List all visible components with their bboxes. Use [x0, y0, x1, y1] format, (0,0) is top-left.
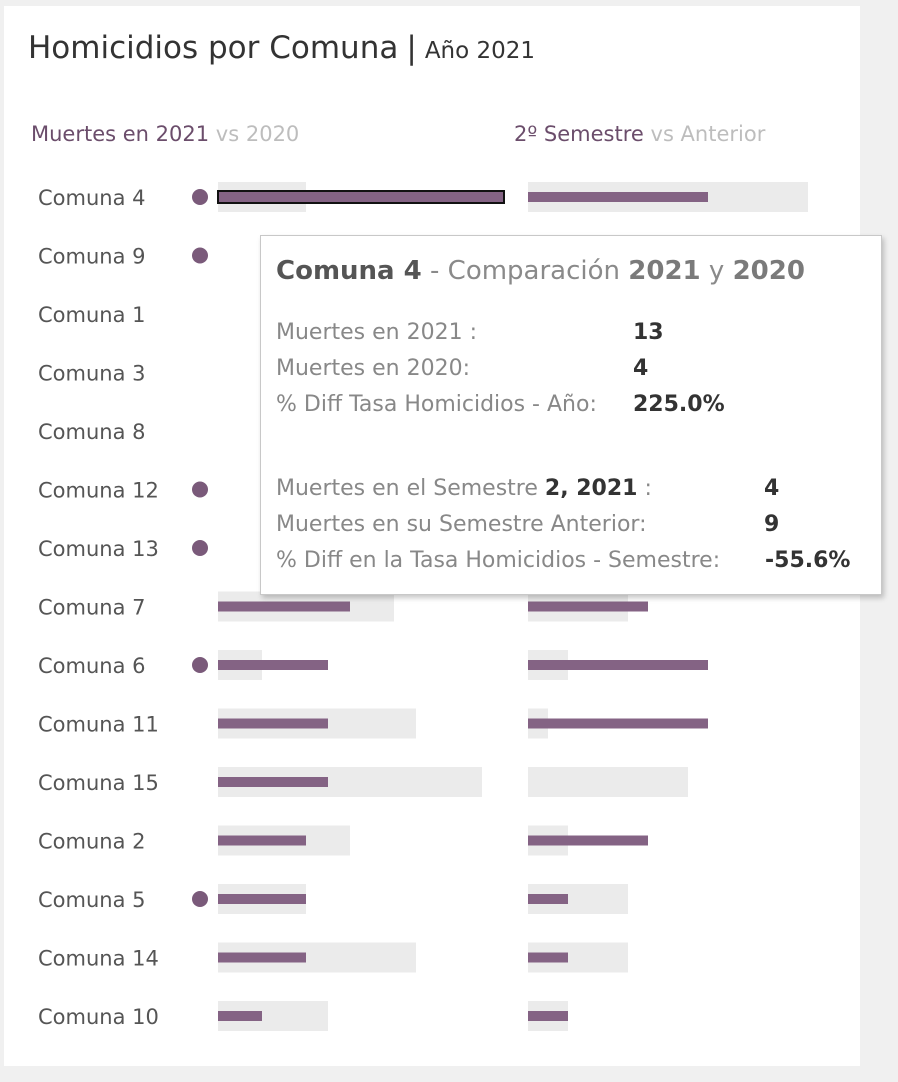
- bar-2021-comuna-7: [218, 601, 350, 612]
- tooltip-semester-c: :: [637, 476, 652, 501]
- title-year: Año 2021: [424, 38, 536, 64]
- tooltip-semester-a: Muertes en el Semestre: [276, 476, 545, 501]
- tooltip-year-current: 2021: [628, 256, 701, 286]
- tooltip-label-deaths-2020: Muertes en 2020:: [276, 356, 470, 381]
- row-label-comuna-12: Comuna 12: [38, 479, 159, 503]
- row-label-comuna-15: Comuna 15: [38, 771, 159, 795]
- bar-semestre-comuna-6: [528, 660, 708, 670]
- right-header-previous: vs Anterior: [650, 122, 766, 146]
- bar-2021-comuna-15: [218, 777, 328, 787]
- tooltip-semester-b: 2, 2021: [544, 476, 638, 501]
- highlight-dot-comuna-5: [192, 891, 208, 907]
- highlight-dot-comuna-6: [192, 657, 208, 673]
- tooltip-value-diff-semester: -55.6%: [765, 548, 851, 573]
- tooltip-title: Comuna 4 - Comparación 2021 y 2020: [276, 256, 805, 286]
- bar-semestre-comuna-5: [528, 894, 568, 904]
- tooltip-label-diff-semester: % Diff en la Tasa Homicidios - Semestre:: [276, 548, 721, 573]
- tooltip-value-deaths-2020: 4: [633, 356, 649, 381]
- tooltip-comuna: Comuna 4: [276, 256, 422, 286]
- row-label-comuna-13: Comuna 13: [38, 537, 159, 561]
- row-label-comuna-7: Comuna 7: [38, 596, 146, 620]
- row-label-comuna-14: Comuna 14: [38, 947, 159, 971]
- row-label-comuna-5: Comuna 5: [38, 888, 146, 912]
- bar-2021-comuna-2: [218, 835, 306, 846]
- tooltip-value-semester: 4: [764, 476, 780, 501]
- row-label-comuna-11: Comuna 11: [38, 713, 159, 737]
- left-header-current: Muertes en 2021: [31, 122, 210, 146]
- bar-2021-comuna-14: [218, 952, 306, 963]
- highlight-dot-comuna-13: [192, 540, 208, 556]
- tooltip-title-and: y: [700, 256, 733, 286]
- tooltip-value-deaths-2021: 13: [633, 320, 664, 345]
- tooltip-label-diff-year: % Diff Tasa Homicidios - Año:: [276, 392, 597, 417]
- bar-semestre-comuna-10: [528, 1011, 568, 1021]
- highlight-dot-comuna-12: [192, 481, 208, 498]
- title-separator: |: [406, 30, 417, 66]
- tooltip-value-prev-semester: 9: [764, 512, 780, 537]
- row-label-comuna-6: Comuna 6: [38, 654, 146, 678]
- bar-semestre-comuna-4: [528, 192, 708, 202]
- row-label-comuna-1: Comuna 1: [38, 303, 146, 327]
- ref-bar-anterior-comuna-15: [528, 767, 688, 797]
- highlight-dot-comuna-4: [192, 189, 208, 205]
- title-text: Homicidios por Comuna: [28, 30, 399, 66]
- row-label-comuna-4: Comuna 4: [38, 186, 146, 210]
- left-header-previous: vs 2020: [215, 122, 300, 146]
- page-title: Homicidios por Comuna | Año 2021: [28, 30, 535, 66]
- row-label-comuna-3: Comuna 3: [38, 362, 146, 386]
- row-label-comuna-9: Comuna 9: [38, 245, 146, 269]
- tooltip: Comuna 4 - Comparación 2021 y 2020 Muert…: [260, 235, 882, 595]
- bar-semestre-comuna-11: [528, 718, 708, 729]
- row-label-comuna-2: Comuna 2: [38, 830, 146, 854]
- tooltip-year-previous: 2020: [732, 256, 805, 286]
- bar-2021-comuna-6: [218, 660, 328, 670]
- bar-semestre-comuna-7: [528, 601, 648, 612]
- tooltip-title-mid: - Comparación: [421, 256, 629, 286]
- bar-2021-comuna-11: [218, 718, 328, 729]
- tooltip-label-deaths-2021: Muertes en 2021 :: [276, 320, 477, 345]
- bar-2021-comuna-10: [218, 1011, 262, 1021]
- right-header-current: 2º Semestre: [514, 122, 644, 146]
- row-label-comuna-8: Comuna 8: [38, 420, 146, 444]
- tooltip-label-prev-semester: Muertes en su Semestre Anterior:: [276, 512, 647, 537]
- bar-semestre-comuna-14: [528, 952, 568, 963]
- right-column-header: 2º Semestre vs Anterior: [514, 122, 765, 146]
- tooltip-label-semester: Muertes en el Semestre 2, 2021 :: [276, 476, 652, 501]
- highlight-dot-comuna-9: [192, 247, 208, 264]
- left-column-header: Muertes en 2021 vs 2020: [31, 122, 299, 146]
- bar-2021-comuna-5: [218, 894, 306, 904]
- bar-semestre-comuna-2: [528, 835, 648, 846]
- row-label-comuna-10: Comuna 10: [38, 1005, 159, 1029]
- bar-2021-comuna-4: [217, 190, 505, 204]
- tooltip-value-diff-year: 225.0%: [633, 392, 725, 417]
